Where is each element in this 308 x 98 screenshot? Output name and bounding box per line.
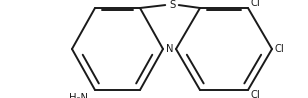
Text: Cl: Cl [250, 0, 260, 8]
Text: N: N [166, 44, 174, 54]
Text: Cl: Cl [274, 44, 284, 54]
Text: H₂N: H₂N [69, 93, 88, 98]
Text: Cl: Cl [250, 90, 260, 98]
Text: S: S [169, 0, 175, 10]
